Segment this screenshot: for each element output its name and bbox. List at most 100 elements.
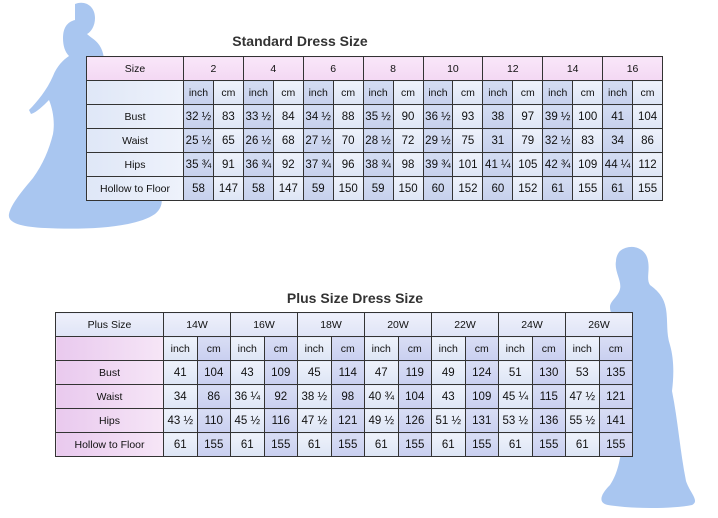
size-header: 16 bbox=[602, 56, 663, 81]
table-row: Hips 43 ½ 110 45 ½ 116 47 ½ 121 49 ½ 126 51 ½ 131 5… bbox=[55, 408, 633, 433]
measurement-cell: 97 bbox=[512, 104, 544, 129]
measurement-cell: 110 bbox=[196, 408, 231, 433]
measurement-cell: 150 bbox=[392, 176, 424, 201]
measurement-cell: 141 bbox=[598, 408, 633, 433]
measurement-cell: 53 bbox=[565, 360, 600, 385]
row-label: Bust bbox=[86, 104, 184, 129]
row-label: Hollow to Floor bbox=[86, 176, 184, 201]
measurement-cell: 37 ¾ bbox=[302, 152, 334, 177]
measurement-cell: 47 bbox=[364, 360, 399, 385]
measurement-cell: 26 ½ bbox=[242, 128, 274, 153]
measurement-cell: 119 bbox=[397, 360, 432, 385]
measurement-cell: 152 bbox=[452, 176, 484, 201]
unit-cm: cm bbox=[212, 80, 244, 105]
row-label: Waist bbox=[55, 384, 164, 409]
measurement-cell: 98 bbox=[392, 152, 424, 177]
row-label: Hollow to Floor bbox=[55, 432, 164, 457]
measurement-cell: 36 ¾ bbox=[242, 152, 274, 177]
size-header: 18W bbox=[297, 312, 365, 337]
measurement-cell: 61 bbox=[431, 432, 466, 457]
measurement-cell: 83 bbox=[572, 128, 604, 153]
table-row: Bust 32 ½ 83 33 ½ 84 34 ½ 88 35 ½ 90 36 ½ 93 38 97 39… bbox=[86, 104, 663, 129]
measurement-cell: 29 ½ bbox=[422, 128, 454, 153]
measurement-cell: 60 bbox=[482, 176, 514, 201]
measurement-cell: 39 ½ bbox=[542, 104, 574, 129]
measurement-cell: 40 ¾ bbox=[364, 384, 399, 409]
measurement-cell: 155 bbox=[397, 432, 432, 457]
measurement-cell: 51 ½ bbox=[431, 408, 466, 433]
standard-size-table: Size 2 4 6 8 10 12 14 16 inch cm inch cm inch cm inch cm… bbox=[86, 56, 663, 201]
measurement-cell: 55 ½ bbox=[565, 408, 600, 433]
measurement-cell: 155 bbox=[196, 432, 231, 457]
measurement-cell: 33 ½ bbox=[242, 104, 274, 129]
size-header: 8 bbox=[362, 56, 424, 81]
unit-cm: cm bbox=[263, 336, 298, 361]
measurement-cell: 27 ½ bbox=[302, 128, 334, 153]
measurement-cell: 131 bbox=[464, 408, 499, 433]
size-label: Size bbox=[86, 56, 184, 81]
measurement-cell: 121 bbox=[330, 408, 365, 433]
unit-cm: cm bbox=[464, 336, 499, 361]
size-header: 16W bbox=[230, 312, 298, 337]
unit-inch: inch bbox=[362, 80, 394, 105]
measurement-cell: 25 ½ bbox=[183, 128, 214, 153]
measurement-cell: 36 ¼ bbox=[230, 384, 265, 409]
size-header-row: Size 2 4 6 8 10 12 14 16 bbox=[86, 56, 663, 81]
unit-inch: inch bbox=[297, 336, 332, 361]
measurement-cell: 39 ¾ bbox=[422, 152, 454, 177]
measurement-cell: 109 bbox=[464, 384, 499, 409]
unit-inch: inch bbox=[364, 336, 399, 361]
measurement-cell: 126 bbox=[397, 408, 432, 433]
unit-cm: cm bbox=[531, 336, 566, 361]
size-header: 4 bbox=[242, 56, 304, 81]
measurement-cell: 70 bbox=[332, 128, 364, 153]
measurement-cell: 104 bbox=[196, 360, 231, 385]
size-header: 6 bbox=[302, 56, 364, 81]
measurement-cell: 38 ¾ bbox=[362, 152, 394, 177]
measurement-cell: 61 bbox=[297, 432, 332, 457]
measurement-cell: 58 bbox=[242, 176, 274, 201]
measurement-cell: 38 ½ bbox=[297, 384, 332, 409]
measurement-cell: 86 bbox=[632, 128, 663, 153]
measurement-cell: 38 bbox=[482, 104, 514, 129]
measurement-cell: 112 bbox=[632, 152, 663, 177]
measurement-cell: 51 bbox=[498, 360, 533, 385]
unit-inch: inch bbox=[431, 336, 466, 361]
measurement-cell: 135 bbox=[598, 360, 633, 385]
unit-cm: cm bbox=[598, 336, 633, 361]
measurement-cell: 34 bbox=[602, 128, 634, 153]
measurement-cell: 36 ½ bbox=[422, 104, 454, 129]
measurement-cell: 31 bbox=[482, 128, 514, 153]
row-label: Hips bbox=[55, 408, 164, 433]
measurement-cell: 91 bbox=[212, 152, 244, 177]
measurement-cell: 61 bbox=[364, 432, 399, 457]
measurement-cell: 86 bbox=[196, 384, 231, 409]
measurement-cell: 53 ½ bbox=[498, 408, 533, 433]
measurement-cell: 35 ¾ bbox=[183, 152, 214, 177]
measurement-cell: 155 bbox=[263, 432, 298, 457]
size-header: 14 bbox=[542, 56, 604, 81]
measurement-cell: 100 bbox=[572, 104, 604, 129]
measurement-cell: 61 bbox=[163, 432, 198, 457]
measurement-cell: 114 bbox=[330, 360, 365, 385]
measurement-cell: 93 bbox=[452, 104, 484, 129]
unit-cm: cm bbox=[332, 80, 364, 105]
unit-cm: cm bbox=[392, 80, 424, 105]
row-label: Waist bbox=[86, 128, 184, 153]
size-header: 2 bbox=[183, 56, 244, 81]
empty-label-cell bbox=[86, 80, 184, 105]
measurement-cell: 59 bbox=[302, 176, 334, 201]
table-row: Waist 25 ½ 65 26 ½ 68 27 ½ 70 28 ½ 72 29 ½ 75 31 79 3… bbox=[86, 128, 663, 153]
table-row: Hollow to Floor 58 147 58 147 59 150 59 150 60 152… bbox=[86, 176, 663, 201]
measurement-cell: 79 bbox=[512, 128, 544, 153]
measurement-cell: 109 bbox=[572, 152, 604, 177]
unit-inch: inch bbox=[302, 80, 334, 105]
measurement-cell: 41 ¼ bbox=[482, 152, 514, 177]
measurement-cell: 104 bbox=[397, 384, 432, 409]
measurement-cell: 65 bbox=[212, 128, 244, 153]
measurement-cell: 136 bbox=[531, 408, 566, 433]
measurement-cell: 155 bbox=[464, 432, 499, 457]
measurement-cell: 104 bbox=[632, 104, 663, 129]
plus-size-table: Plus Size 14W 16W 18W 20W 22W 24W 26W inch cm inch… bbox=[55, 312, 633, 457]
